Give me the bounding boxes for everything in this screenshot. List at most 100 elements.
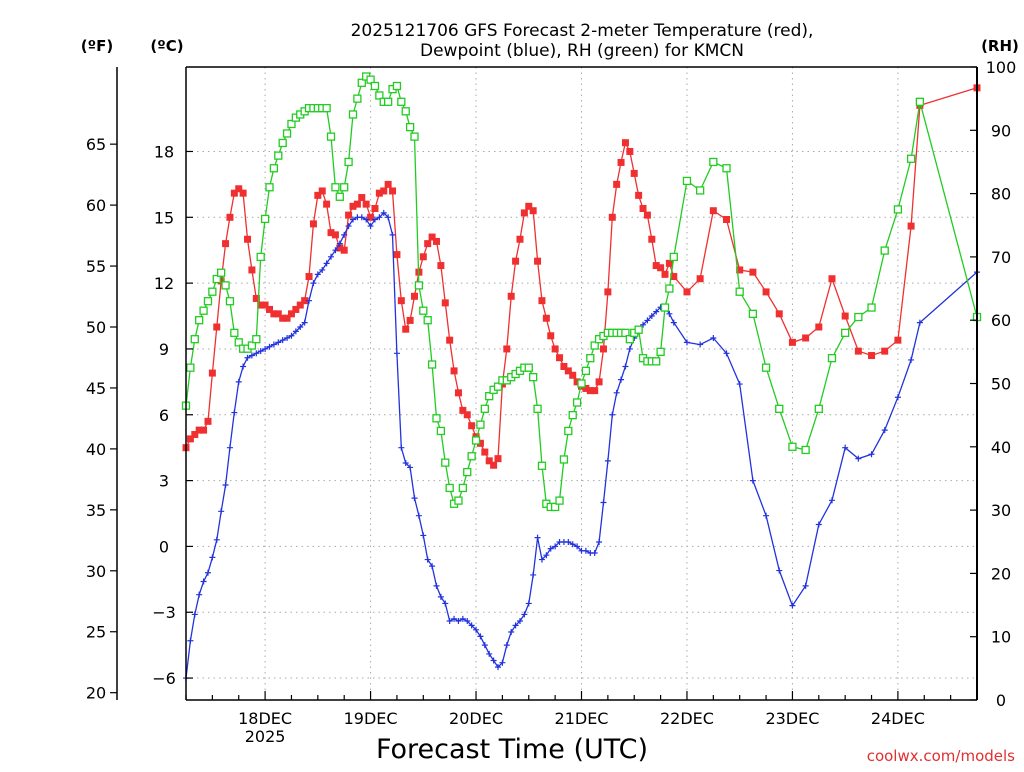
temperature-point [661, 270, 669, 278]
rh-point [827, 354, 837, 363]
temperature-point [481, 448, 489, 456]
temperature-point [665, 259, 673, 267]
dewpoint-point [881, 427, 888, 434]
rh-point [555, 496, 564, 505]
dewpoint-point [279, 337, 286, 344]
rh-point [353, 94, 362, 103]
dewpoint-point [420, 532, 427, 539]
rh-point [217, 268, 226, 277]
rh-point [282, 129, 292, 138]
temperature-point [868, 352, 876, 360]
rh-tick-label: 30 [991, 501, 1011, 520]
dewpoint-point [596, 539, 603, 546]
temperature-point [340, 246, 348, 254]
temperature-point [881, 347, 889, 355]
temperature-point [573, 378, 581, 386]
temperature-point [854, 347, 862, 355]
temperature-point [507, 292, 515, 300]
temperature-point [723, 215, 731, 223]
dewpoint-point [464, 618, 471, 625]
dewpoint-point [666, 310, 673, 317]
dewpoint-point [569, 541, 576, 548]
temperature-point [186, 435, 194, 443]
temperature-point [424, 240, 432, 248]
dewpoint-point [266, 343, 273, 350]
rh-tick-label: 100 [986, 58, 1017, 77]
dewpoint-point [187, 637, 194, 644]
dewpoint-point [262, 345, 269, 352]
temperature-point [230, 189, 238, 197]
temperature-point [384, 180, 392, 188]
x-tick-label: 18DEC [238, 709, 292, 728]
celsius-tick-label: 18 [154, 142, 174, 161]
rh-point [375, 91, 384, 100]
dewpoint-point [402, 460, 409, 467]
rh-point [322, 103, 331, 113]
dewpoint-point [648, 313, 655, 320]
dewpoint-point [670, 319, 677, 326]
temperature-point [608, 213, 616, 221]
dewpoint-point [301, 319, 308, 326]
dewpoint-point [613, 389, 620, 396]
rh-point [260, 214, 270, 224]
temperature-point [261, 301, 269, 309]
temperature-point [485, 457, 493, 465]
temperature-point [591, 387, 599, 395]
dewpoint-point [640, 321, 647, 328]
dewpoint-point [855, 455, 862, 462]
temperature-point [397, 297, 405, 305]
fahrenheit-tick-label: 20 [86, 684, 106, 703]
rh-point [524, 363, 533, 372]
rh-tick-label: 60 [991, 311, 1011, 330]
temperature-point [345, 211, 353, 219]
rh-point [335, 192, 344, 201]
temperature-point [762, 288, 770, 296]
rh-point [656, 347, 665, 357]
temperature-point [353, 200, 361, 208]
temperature-point [222, 240, 230, 248]
temperature-point [191, 431, 199, 439]
temperature-point [375, 189, 383, 197]
dewpoint-point [363, 216, 370, 223]
celsius-tick-label: −6 [152, 669, 176, 688]
rh-tick-label: 70 [991, 248, 1011, 267]
rh-tick-label: 80 [991, 185, 1011, 204]
dewpoint-point [622, 363, 629, 370]
temperature-point [226, 213, 234, 221]
temperature-point [696, 275, 704, 283]
temperature-point [525, 202, 533, 210]
temperature-point [371, 205, 379, 213]
temperature-point [406, 316, 414, 324]
temperature-point [195, 426, 203, 434]
rh-point [432, 414, 441, 423]
rh-tick-label: 50 [991, 375, 1011, 394]
temperature-point [709, 207, 717, 215]
rh-point [278, 138, 287, 148]
rh-point [274, 151, 283, 160]
temperature-point [327, 229, 335, 237]
chart-title-line2: Dewpoint (blue), RH (green) for KMCN [420, 41, 744, 61]
temperature-point [274, 310, 282, 318]
temperature-point [586, 387, 594, 395]
dewpoint-point [358, 214, 365, 221]
temperature-point [683, 288, 691, 296]
x-tick-label: 22DEC [660, 709, 714, 728]
x-tick-label: 23DEC [765, 709, 819, 728]
temperature-point [569, 371, 577, 379]
dewpoint-point [235, 378, 242, 385]
dewpoint-point [253, 350, 260, 357]
dewpoint-point [683, 339, 690, 346]
rh-point [326, 132, 336, 141]
temperature-point [529, 207, 537, 215]
dewpoint-point [495, 664, 502, 671]
dewpoint-point [411, 495, 418, 502]
temperature-point [252, 294, 260, 302]
celsius-tick-label: −3 [152, 603, 176, 622]
fahrenheit-tick-label: 35 [86, 501, 106, 520]
dewpoint-point [477, 633, 484, 640]
temperature-point [621, 139, 629, 147]
rh-point [436, 426, 446, 436]
temperature-point [235, 185, 243, 193]
dewpoint-point [503, 642, 510, 649]
dewpoint-point [191, 611, 198, 618]
